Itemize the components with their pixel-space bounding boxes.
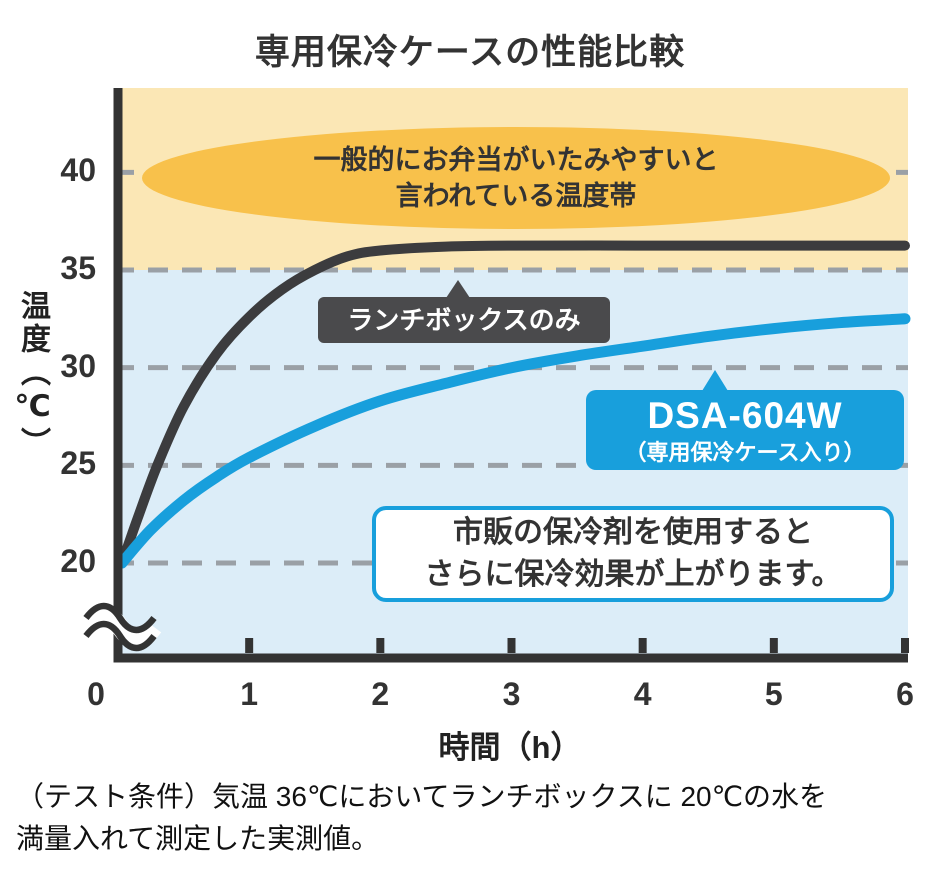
test-conditions-line1: （テスト条件）気温 36℃においてランチボックスに 20℃の水を — [16, 781, 828, 812]
y-tick-label-25: 25 — [60, 445, 96, 482]
ice-pack-note: 市販の保冷剤を使用すると さらに保冷効果が上がります。 — [372, 506, 894, 602]
y-tick-label-35: 35 — [60, 250, 96, 286]
axes-lines — [113, 88, 908, 663]
x-tick-label-6: 6 — [896, 676, 914, 712]
chart-title: 専用保冷ケースの性能比較 — [254, 33, 686, 72]
test-conditions-note: （テスト条件）気温 36℃においてランチボックスに 20℃の水を 満量入れて測定… — [16, 776, 926, 860]
ice-pack-note-line1: 市販の保冷剤を使用すると — [453, 516, 813, 549]
product-callout: DSA-604W （専用保冷ケース入り） — [586, 370, 904, 470]
curve-lunchbox-only — [116, 240, 910, 568]
x-tick-label-4: 4 — [633, 676, 652, 712]
x-tick-label-1: 1 — [240, 676, 259, 712]
danger-zone-callout: 一般的にお弁当がいたみやすいと 言われている温度帯 — [142, 127, 890, 229]
x-tick-label-3: 3 — [502, 676, 521, 712]
x-tick-marks — [245, 638, 909, 653]
x-axis-tick-labels: 0 1 2 3 4 5 6 — [0, 676, 940, 718]
x-tick-label-2: 2 — [371, 676, 390, 712]
product-subtitle: （専用保冷ケース入り） — [624, 439, 866, 465]
ice-pack-note-line2: さらに保冷効果が上がります。 — [424, 558, 842, 591]
danger-zone-text-line2: 言われている温度帯 — [395, 181, 637, 211]
y-axis-tick-labels: 20 25 30 35 40 — [38, 0, 96, 892]
curve-dsa604w — [116, 313, 911, 569]
y-axis-title: 温度（℃） — [16, 290, 49, 460]
y-tick-label-20: 20 — [60, 543, 96, 579]
test-conditions-line2: 満量入れて測定した実測値。 — [16, 823, 380, 854]
axis-break-icon — [78, 602, 162, 652]
product-name: DSA-604W — [647, 395, 843, 436]
danger-zone-text-line1: 一般的にお弁当がいたみやすいと — [313, 144, 719, 175]
x-tick-label-5: 5 — [764, 676, 783, 712]
x-axis-title: 時間（h） — [438, 730, 582, 765]
y-tick-label-40: 40 — [60, 152, 96, 189]
y-tick-label-30: 30 — [60, 347, 96, 384]
x-tick-label-0: 0 — [87, 676, 105, 712]
lunchbox-only-label: ランチボックスのみ — [318, 280, 610, 343]
